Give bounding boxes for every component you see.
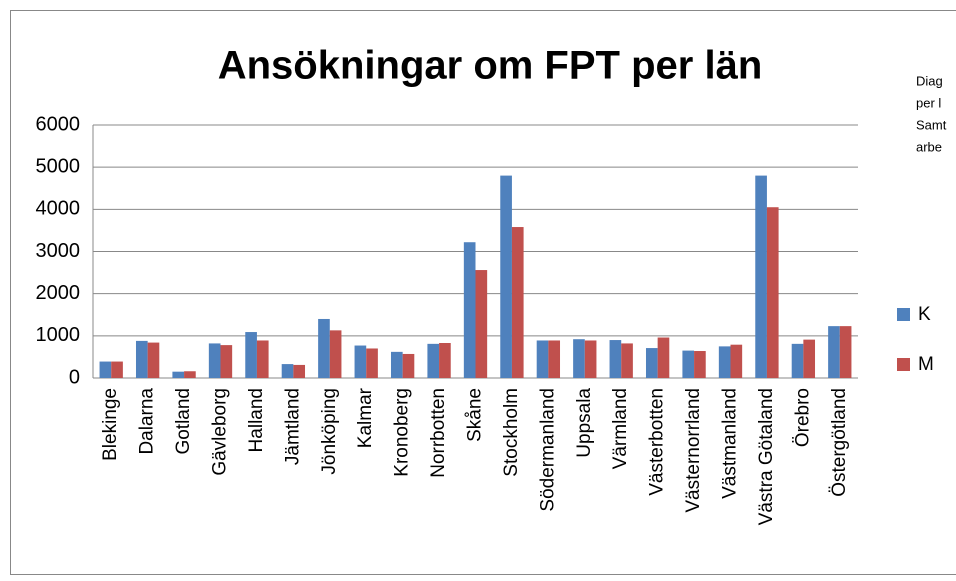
bar [645, 348, 658, 378]
bar [548, 340, 561, 378]
annotation: Samt [916, 117, 947, 132]
y-tick-label: 1000 [36, 324, 81, 346]
bar [318, 318, 330, 378]
bar [390, 351, 403, 378]
bar [755, 175, 767, 378]
bar [354, 345, 367, 378]
y-tick-label: 2000 [36, 282, 81, 304]
bar [147, 342, 160, 378]
x-tick-label: Stockholm [501, 388, 522, 477]
bar [803, 339, 816, 378]
bar [99, 361, 112, 378]
bar [766, 207, 779, 378]
bar [718, 346, 731, 378]
bar [135, 340, 148, 378]
bar [573, 339, 585, 378]
y-tick-label: 0 [69, 366, 80, 388]
x-tick-label: Värmland [610, 388, 631, 469]
bar [402, 353, 415, 378]
bar [256, 340, 269, 378]
bar [172, 371, 185, 378]
x-tick-label: Uppsala [574, 388, 595, 458]
annotation: arbe [916, 139, 942, 154]
annotation: per l [916, 95, 941, 110]
chart-title: Ansökningar om FPT per län [218, 44, 763, 88]
bar [245, 332, 257, 378]
bar [475, 270, 488, 378]
bar [220, 345, 233, 378]
legend-label: M [918, 354, 934, 375]
bar [621, 343, 633, 378]
x-tick-label: Västernorrland [683, 388, 704, 513]
y-tick-label: 4000 [36, 198, 81, 220]
x-tick-label: Blekinge [100, 388, 121, 461]
bar [184, 371, 196, 378]
bar [208, 343, 221, 378]
bar [500, 175, 512, 378]
x-tick-label: Kronoberg [392, 388, 413, 477]
bar [281, 364, 294, 378]
bar [511, 227, 524, 378]
bar [694, 351, 706, 378]
bar [791, 343, 804, 378]
bar [536, 340, 549, 378]
bar [657, 337, 670, 378]
legend-label: K [918, 304, 931, 325]
x-tick-label: Dalarna [137, 388, 158, 455]
y-tick-label: 6000 [36, 113, 81, 135]
legend-swatch [897, 358, 910, 371]
bar [463, 242, 476, 378]
x-tick-label: Skåne [465, 388, 486, 442]
x-tick-label: Gotland [173, 388, 194, 455]
x-tick-label: Östergötland [829, 388, 850, 497]
legend-swatch [897, 308, 910, 321]
y-tick-label: 5000 [36, 155, 81, 177]
bar [427, 343, 440, 378]
bar [439, 343, 451, 378]
bar [366, 348, 378, 378]
bar [609, 340, 622, 378]
x-tick-label: Jönköping [319, 388, 340, 475]
x-tick-label: Norrbotten [428, 388, 449, 478]
bar [682, 350, 695, 378]
bar [329, 330, 342, 378]
y-tick-label: 3000 [36, 240, 81, 262]
x-tick-label: Gävleborg [210, 388, 231, 476]
x-tick-label: Örebro [792, 388, 813, 447]
annotation: Diag [916, 73, 943, 88]
bar [111, 361, 123, 378]
bar [730, 344, 743, 378]
x-tick-label: Södermanland [537, 388, 558, 512]
x-tick-label: Kalmar [355, 387, 376, 448]
x-tick-label: Jämtland [282, 388, 303, 465]
x-tick-label: Västerbotten [647, 388, 668, 496]
x-tick-label: Västra Götaland [756, 388, 777, 525]
x-tick-label: Västmanland [720, 388, 741, 499]
bar [839, 326, 852, 378]
bar [584, 340, 597, 378]
bar [293, 364, 306, 378]
x-tick-label: Halland [246, 388, 267, 452]
bar [828, 326, 840, 378]
